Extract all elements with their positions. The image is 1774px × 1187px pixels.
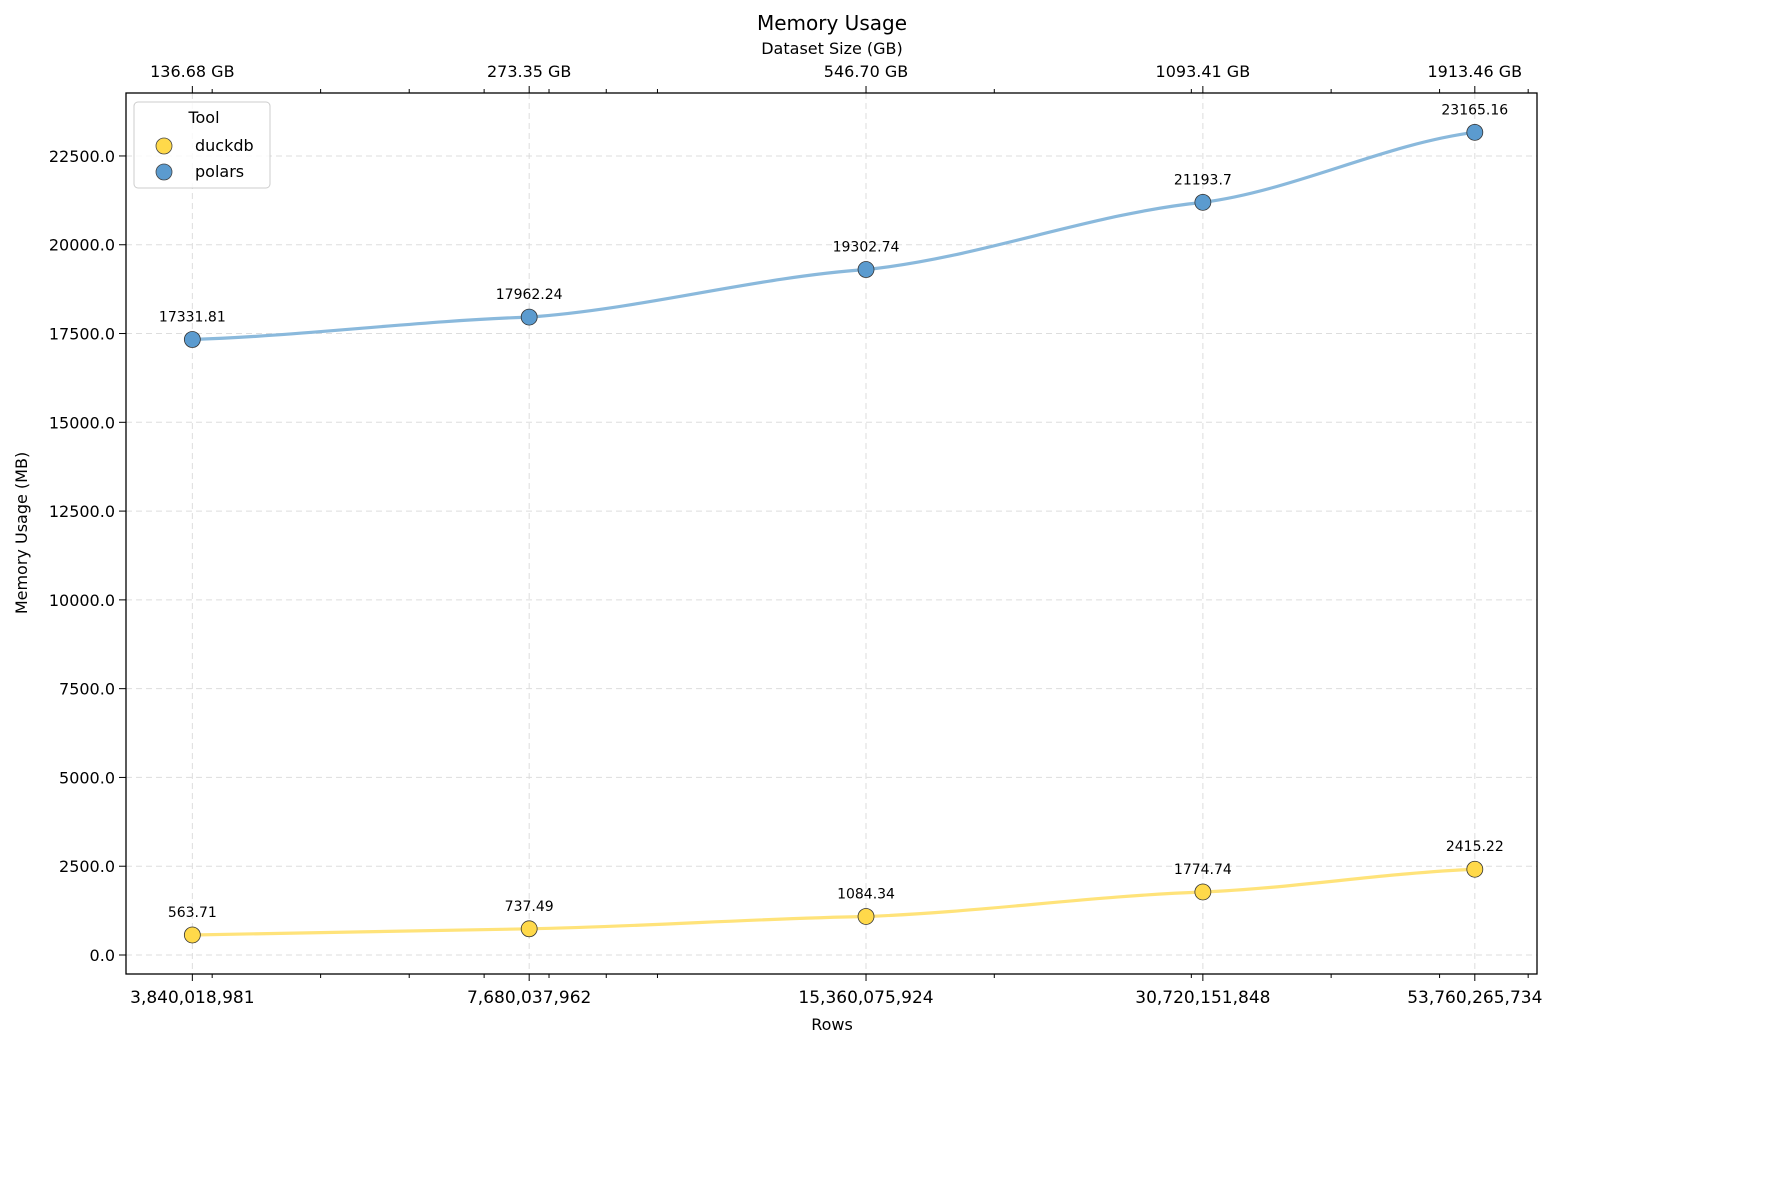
x-axis-label: Rows [811,1015,853,1034]
legend-label-polars: polars [195,162,244,181]
y-tick-label: 0.0 [90,946,115,965]
data-point-polars [183,331,201,348]
data-point-polars [857,261,875,278]
top-axis-label: Dataset Size (GB) [761,39,903,58]
legend-title: Tool [187,108,219,127]
data-point-duckdb [1466,860,1484,878]
legend-label-duckdb: duckdb [195,136,254,155]
x-tick-label: 15,360,075,924 [798,988,933,1008]
data-point-duckdb [520,920,538,938]
x-tick-label: 3,840,018,981 [130,988,254,1008]
y-tick-label: 12500.0 [49,502,115,521]
data-label-duckdb: 1084.34 [837,886,895,902]
data-label-polars: 21193.7 [1174,172,1232,188]
y-tick-label: 2500.0 [59,857,115,876]
data-label-duckdb: 563.71 [168,905,217,921]
data-point-duckdb [183,926,201,944]
y-tick-label: 17500.0 [49,325,115,344]
y-tick-label: 10000.0 [49,591,115,610]
series-line-duckdb [192,867,1475,937]
data-label-polars: 17331.81 [159,310,226,326]
data-label-polars: 23165.16 [1441,102,1508,118]
data-label-duckdb: 737.49 [505,899,554,915]
chart-title: Memory Usage [757,11,907,35]
y-tick-label: 15000.0 [49,413,115,432]
series-line-polars [192,130,1476,342]
top-x-tick-label: 273.35 GB [487,62,571,81]
y-axis-label: Memory Usage (MB) [12,452,31,614]
data-point-polars [1466,123,1484,141]
data-label-duckdb: 1774.74 [1174,862,1232,878]
legend-marker-duckdb [155,137,173,155]
legend-marker-polars [155,163,173,181]
top-x-tick-label: 1093.41 GB [1156,62,1251,81]
data-label-polars: 19302.74 [833,240,900,256]
top-x-tick-label: 1913.46 GB [1427,62,1522,81]
plot-frame [125,92,1538,975]
x-tick-label: 53,760,265,734 [1407,988,1542,1008]
data-label-duckdb: 2415.22 [1446,839,1504,855]
data-point-duckdb [857,908,875,925]
y-tick-label: 22500.0 [49,147,115,166]
y-tick-label: 7500.0 [59,680,115,699]
x-tick-label: 30,720,151,848 [1135,988,1270,1008]
top-x-tick-label: 136.68 GB [150,62,234,81]
data-label-polars: 17962.24 [496,287,563,303]
y-tick-label: 20000.0 [49,236,115,255]
legend: Tool duckdb polars [133,101,271,189]
top-x-tick-label: 546.70 GB [824,62,908,81]
x-tick-label: 7,680,037,962 [467,988,591,1008]
data-point-duckdb [1194,883,1212,901]
data-point-polars [1194,193,1212,211]
y-tick-label: 5000.0 [59,768,115,787]
data-point-polars [520,308,538,326]
